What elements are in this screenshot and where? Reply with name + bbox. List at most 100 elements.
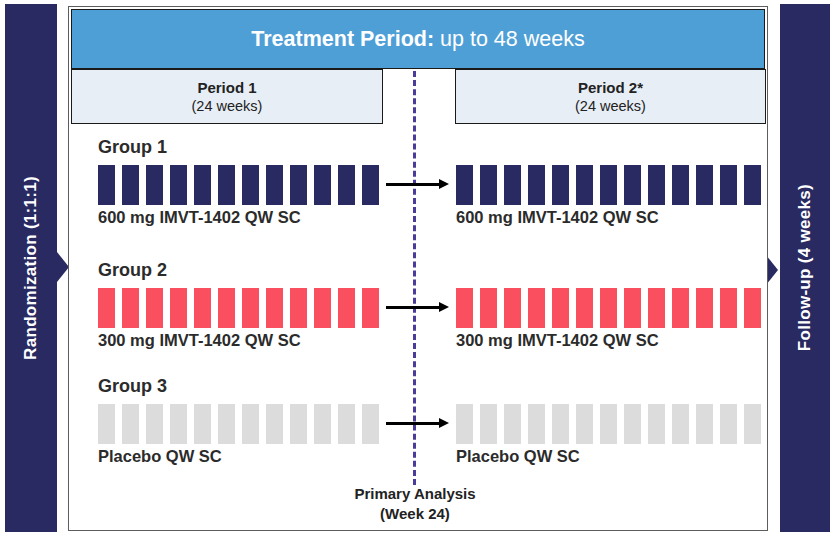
group-1-continuation-arrow-icon: [386, 183, 440, 186]
dose-tick: [194, 288, 211, 328]
treatment-period-title-rest: up to 48 weeks: [440, 27, 585, 52]
dose-tick: [720, 288, 737, 328]
dose-tick: [552, 404, 569, 444]
dose-tick: [314, 404, 331, 444]
treatment-period-title-bold: Treatment Period:: [251, 27, 434, 52]
dose-tick: [600, 404, 617, 444]
dose-tick: [552, 288, 569, 328]
group-3-continuation-arrow-icon: [386, 422, 440, 425]
group-1-bars: [98, 165, 766, 205]
dose-tick: [146, 288, 163, 328]
dose-tick: [122, 165, 139, 205]
dose-tick: [290, 288, 307, 328]
group-3-bars: [98, 404, 766, 444]
dose-tick: [290, 404, 307, 444]
dose-tick: [362, 165, 379, 205]
study-design-diagram: Randomization (1:1:1) Follow-up (4 weeks…: [0, 0, 837, 538]
dose-tick: [504, 404, 521, 444]
dose-tick: [624, 288, 641, 328]
group-3-row: Group 3 Placebo QW SC Placebo QW SC: [98, 376, 766, 494]
dose-tick: [576, 404, 593, 444]
dose-tick: [528, 404, 545, 444]
group-1-period-1-dose-label: 600 mg IMVT-1402 QW SC: [98, 208, 301, 227]
dose-tick: [170, 404, 187, 444]
group-1-period-2-ticks: [456, 165, 761, 205]
dose-tick: [218, 404, 235, 444]
dose-tick: [146, 404, 163, 444]
dose-tick: [362, 404, 379, 444]
dose-tick: [576, 165, 593, 205]
dose-tick: [98, 288, 115, 328]
dose-tick: [146, 165, 163, 205]
follow-up-label: Follow-up (4 weeks): [795, 184, 815, 351]
primary-analysis-line1: Primary Analysis: [305, 484, 525, 504]
period-1-duration: (24 weeks): [192, 97, 263, 116]
dose-tick: [480, 404, 497, 444]
dose-tick: [696, 165, 713, 205]
dose-tick: [504, 165, 521, 205]
dose-tick: [720, 404, 737, 444]
treatment-period-box: Treatment Period: up to 48 weeks Period …: [68, 6, 768, 531]
dose-tick: [98, 404, 115, 444]
dose-tick: [456, 404, 473, 444]
group-2-title: Group 2: [98, 260, 167, 281]
group-2-period-1-dose-label: 300 mg IMVT-1402 QW SC: [98, 331, 301, 350]
dose-tick: [194, 165, 211, 205]
dose-tick: [480, 165, 497, 205]
dose-tick: [600, 165, 617, 205]
dose-tick: [744, 404, 761, 444]
period-2-header: Period 2* (24 weeks): [455, 69, 766, 124]
dose-tick: [456, 288, 473, 328]
period-2-name: Period 2*: [578, 78, 643, 97]
dose-tick: [624, 404, 641, 444]
dose-tick: [266, 404, 283, 444]
group-3-period-1-dose-label: Placebo QW SC: [98, 447, 222, 466]
dose-tick: [648, 165, 665, 205]
dose-tick: [314, 165, 331, 205]
primary-analysis-line2: (Week 24): [305, 504, 525, 524]
dose-tick: [624, 165, 641, 205]
group-2-period-2-dose-label: 300 mg IMVT-1402 QW SC: [456, 331, 659, 350]
dose-tick: [672, 165, 689, 205]
group-2-period-2-ticks: [456, 288, 761, 328]
primary-analysis-note: Primary Analysis (Week 24): [305, 484, 525, 524]
group-2-row: Group 2 300 mg IMVT-1402 QW SC 300 mg IM…: [98, 260, 766, 378]
dose-tick: [648, 404, 665, 444]
dose-tick: [122, 404, 139, 444]
dose-tick: [122, 288, 139, 328]
group-1-title: Group 1: [98, 137, 167, 158]
dose-tick: [290, 165, 307, 205]
period-2-duration: (24 weeks): [575, 97, 646, 116]
period-1-name: Period 1: [197, 78, 256, 97]
dose-tick: [362, 288, 379, 328]
dose-tick: [170, 165, 187, 205]
dose-tick: [456, 165, 473, 205]
period-1-header: Period 1 (24 weeks): [71, 69, 383, 124]
dose-tick: [552, 165, 569, 205]
dose-tick: [194, 404, 211, 444]
randomization-bar: Randomization (1:1:1): [5, 4, 57, 532]
dose-tick: [242, 165, 259, 205]
randomization-label: Randomization (1:1:1): [21, 176, 41, 360]
dose-tick: [480, 288, 497, 328]
group-1-period-1-ticks: [98, 165, 379, 205]
dose-tick: [218, 288, 235, 328]
dose-tick: [242, 404, 259, 444]
dose-tick: [98, 165, 115, 205]
dose-tick: [504, 288, 521, 328]
group-3-period-2-ticks: [456, 404, 761, 444]
group-1-period-2-dose-label: 600 mg IMVT-1402 QW SC: [456, 208, 659, 227]
group-1-row: Group 1 600 mg IMVT-1402 QW SC 600 mg IM…: [98, 137, 766, 255]
dose-tick: [338, 288, 355, 328]
follow-up-bar: Follow-up (4 weeks): [780, 4, 830, 532]
dose-tick: [266, 288, 283, 328]
dose-tick: [696, 288, 713, 328]
dose-tick: [242, 288, 259, 328]
dose-tick: [576, 288, 593, 328]
group-2-period-1-ticks: [98, 288, 379, 328]
dose-tick: [170, 288, 187, 328]
dose-tick: [528, 165, 545, 205]
dose-tick: [338, 165, 355, 205]
dose-tick: [600, 288, 617, 328]
dose-tick: [672, 404, 689, 444]
